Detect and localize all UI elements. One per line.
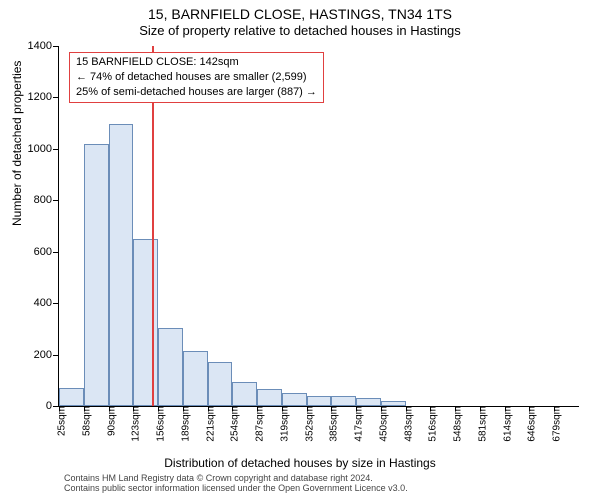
attribution-line2: Contains public sector information licen…: [64, 484, 408, 494]
bar: [158, 328, 183, 406]
x-tick-label: 483sqm: [403, 406, 414, 442]
x-tick-label: 90sqm: [106, 406, 117, 436]
x-tick-label: 679sqm: [552, 406, 563, 442]
x-tick-label: 319sqm: [279, 406, 290, 442]
x-axis-label: Distribution of detached houses by size …: [0, 456, 600, 470]
annotation-box: 15 BARNFIELD CLOSE: 142sqm ← 74% of deta…: [69, 52, 324, 103]
y-tick-label: 800: [0, 194, 58, 206]
bar: [109, 124, 134, 406]
x-tick-label: 254sqm: [230, 406, 241, 442]
y-tick-label: 0: [0, 400, 58, 412]
x-tick-label: 417sqm: [354, 406, 365, 442]
chart-container: 15, BARNFIELD CLOSE, HASTINGS, TN34 1TS …: [0, 0, 600, 500]
bar: [356, 398, 381, 406]
x-tick-label: 123sqm: [131, 406, 142, 442]
y-tick-label: 1400: [0, 40, 58, 52]
x-tick-label: 287sqm: [255, 406, 266, 442]
y-tick-label: 1200: [0, 91, 58, 103]
annotation-line1: 15 BARNFIELD CLOSE: 142sqm: [76, 55, 317, 70]
bar: [208, 362, 233, 406]
x-tick-label: 581sqm: [477, 406, 488, 442]
x-tick-label: 221sqm: [205, 406, 216, 442]
bar: [282, 393, 307, 406]
bar: [331, 396, 356, 406]
chart-subtitle: Size of property relative to detached ho…: [0, 23, 600, 39]
x-tick-label: 189sqm: [180, 406, 191, 442]
plot-area: 15 BARNFIELD CLOSE: 142sqm ← 74% of deta…: [58, 46, 579, 407]
x-tick-label: 516sqm: [428, 406, 439, 442]
bar: [257, 389, 282, 406]
y-tick-label: 1000: [0, 143, 58, 155]
bar: [133, 239, 158, 406]
bar: [183, 351, 208, 406]
bar: [84, 144, 109, 406]
x-tick-label: 352sqm: [304, 406, 315, 442]
chart-title: 15, BARNFIELD CLOSE, HASTINGS, TN34 1TS: [0, 0, 600, 23]
y-tick-label: 400: [0, 297, 58, 309]
x-tick-label: 548sqm: [453, 406, 464, 442]
bar: [59, 388, 84, 406]
x-tick-label: 385sqm: [329, 406, 340, 442]
bar: [232, 382, 257, 406]
x-tick-label: 25sqm: [57, 406, 68, 436]
annotation-line2: ← 74% of detached houses are smaller (2,…: [76, 70, 317, 85]
attribution: Contains HM Land Registry data © Crown c…: [64, 474, 408, 494]
x-tick-label: 450sqm: [378, 406, 389, 442]
annotation-line3: 25% of semi-detached houses are larger (…: [76, 85, 317, 100]
bar: [307, 396, 332, 406]
x-tick-label: 58sqm: [81, 406, 92, 436]
x-tick-label: 614sqm: [502, 406, 513, 442]
x-tick-label: 156sqm: [156, 406, 167, 442]
y-tick-label: 600: [0, 246, 58, 258]
x-tick-label: 646sqm: [527, 406, 538, 442]
y-tick-label: 200: [0, 349, 58, 361]
